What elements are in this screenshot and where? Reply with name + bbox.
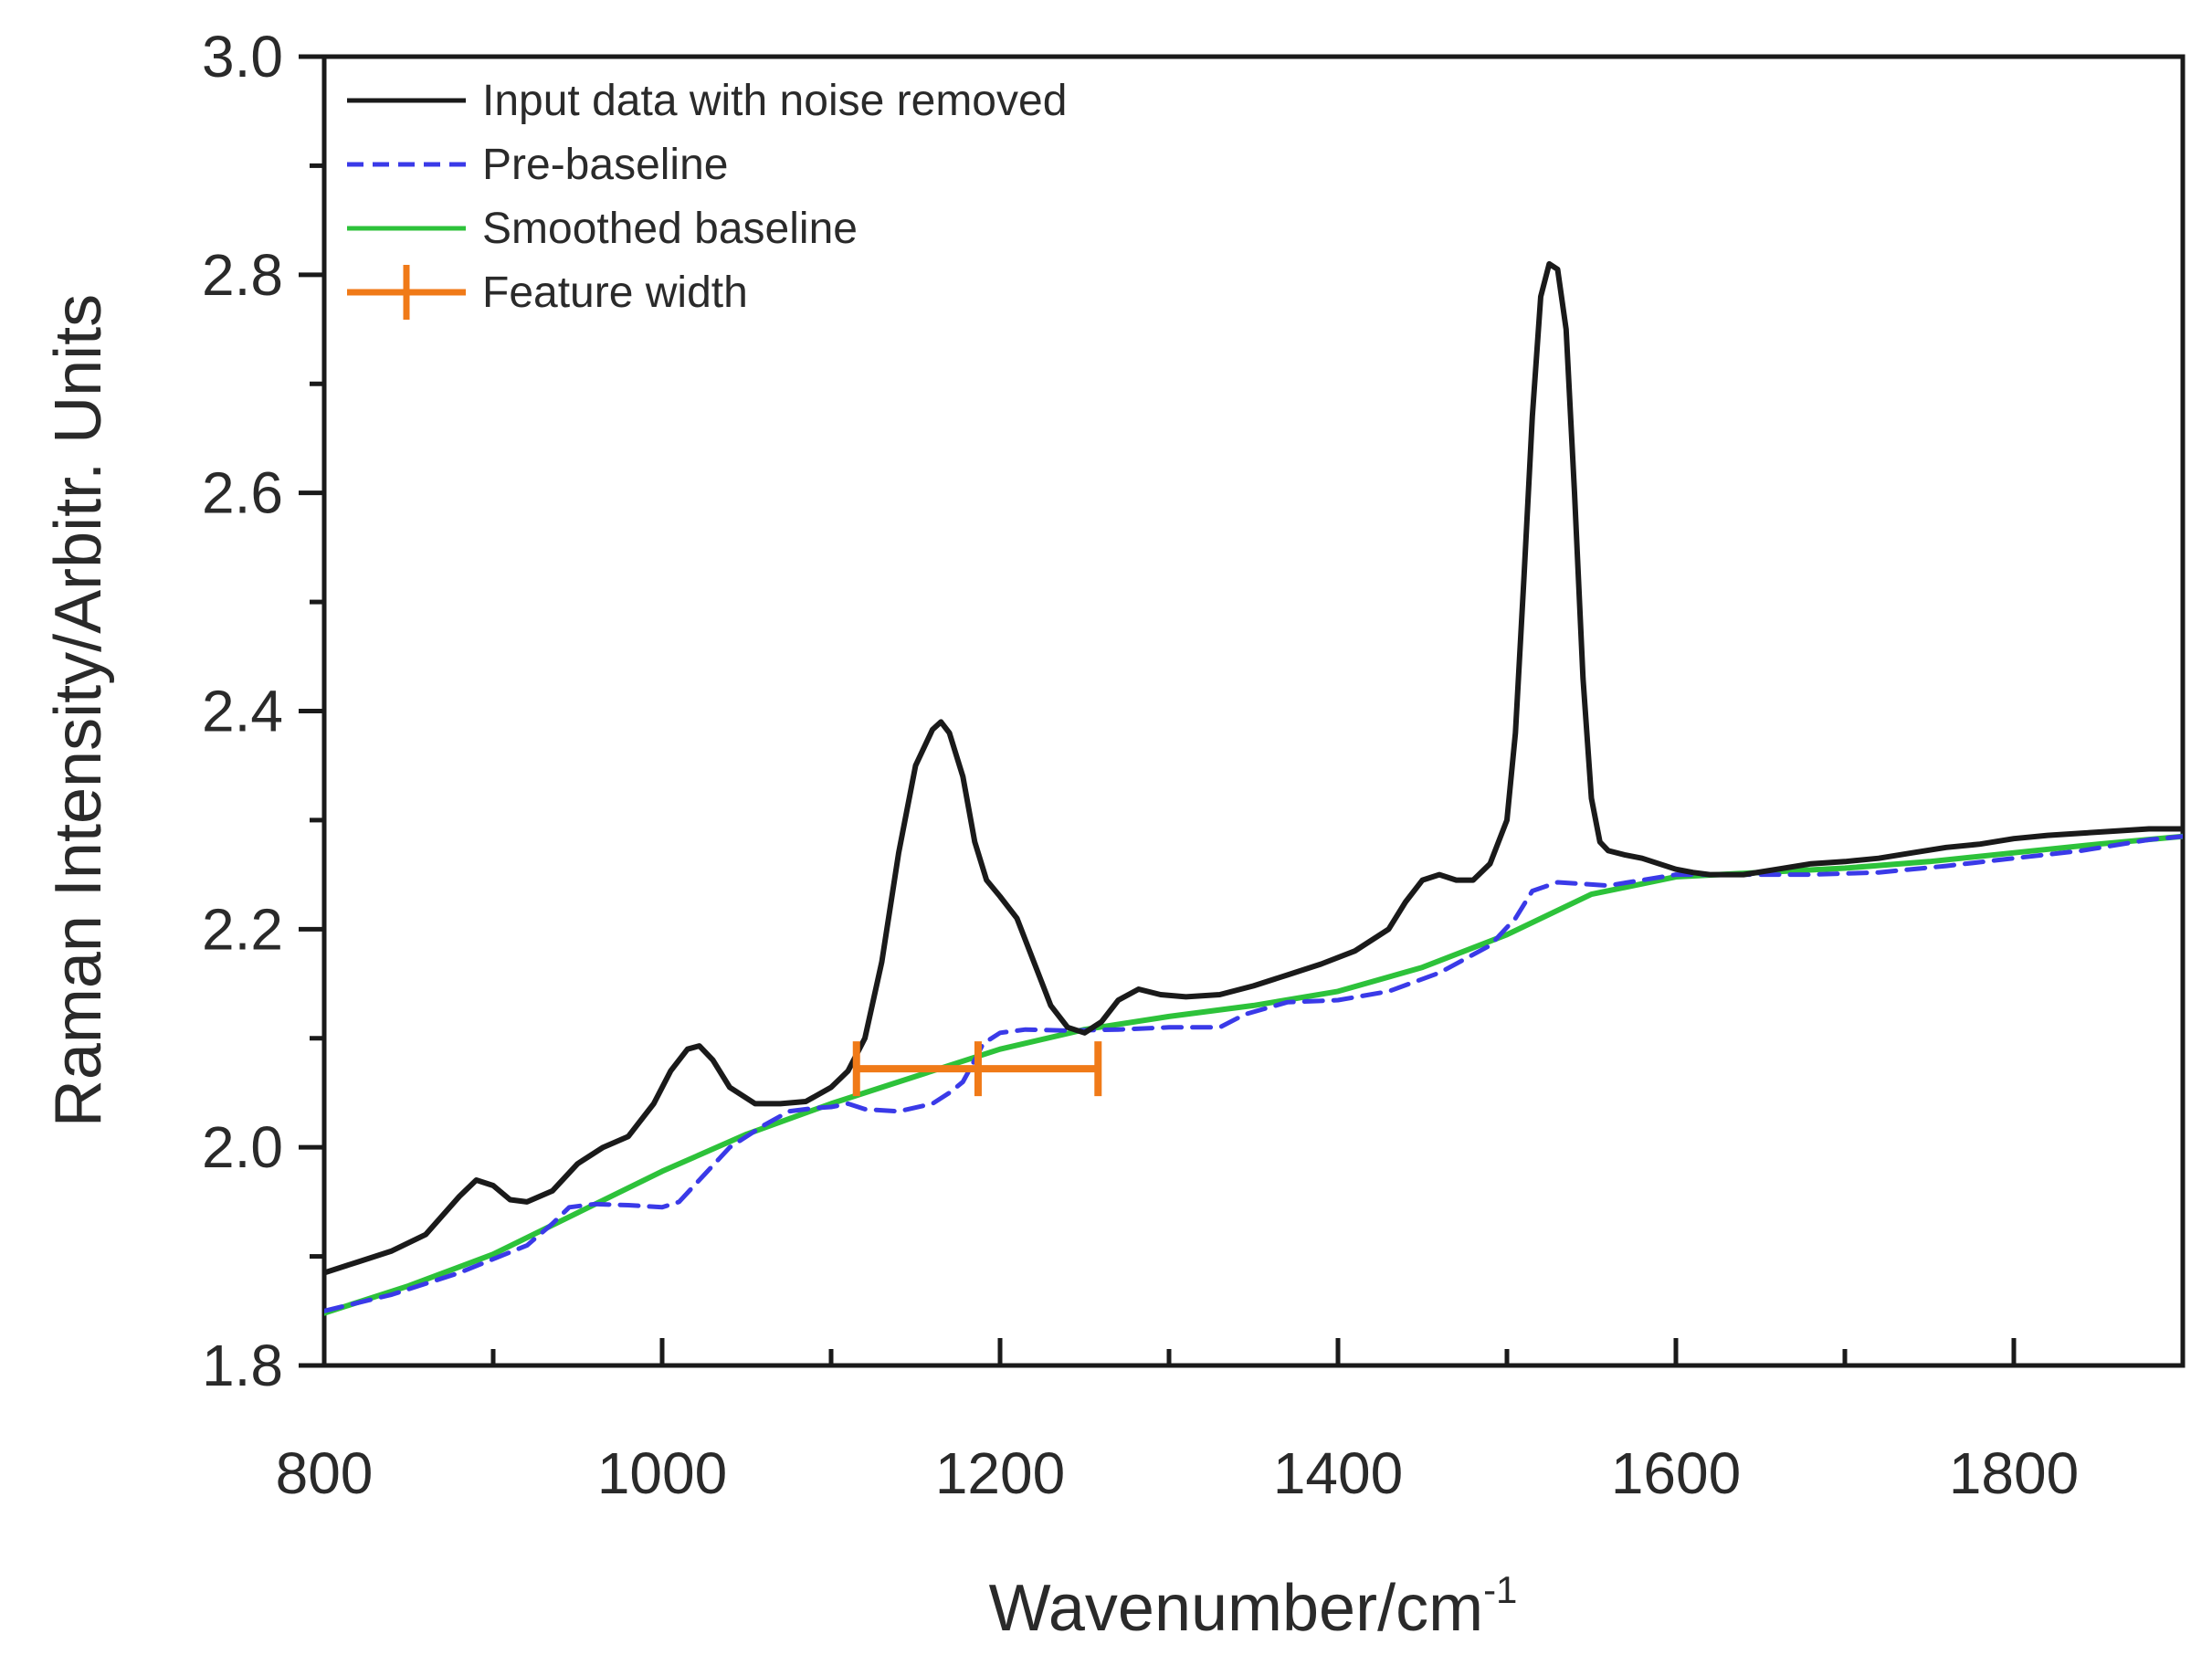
y-tick-label: 2.0 — [202, 1114, 283, 1180]
legend-label-pre-baseline: Pre-baseline — [482, 141, 728, 189]
x-tick-label: 800 — [276, 1440, 374, 1506]
x-tick-label: 1600 — [1611, 1440, 1741, 1506]
x-tick-label: 1200 — [935, 1440, 1065, 1506]
y-tick-label: 2.4 — [202, 679, 283, 744]
y-tick-label: 1.8 — [202, 1333, 283, 1398]
y-axis: 1.8 2.0 2.2 2.4 2.6 2.8 3.0 — [202, 24, 324, 1398]
legend-label-input-data: Input data with noise removed — [482, 77, 1067, 125]
series-line-pre-baseline — [324, 834, 2183, 1313]
series-line-smoothed-baseline — [324, 833, 2183, 1316]
legend-label-smoothed-baseline: Smoothed baseline — [482, 205, 858, 253]
y-tick-label: 2.2 — [202, 896, 283, 962]
legend: Input data with noise removed Pre-baseli… — [347, 77, 1067, 320]
x-axis-label-exponent: -1 — [1483, 1568, 1517, 1611]
legend-label-feature-width: Feature width — [482, 269, 748, 317]
x-tick-label: 1000 — [597, 1440, 727, 1506]
series-layer — [324, 260, 2183, 1316]
series-line-input-data — [324, 260, 2183, 1276]
y-tick-label: 2.8 — [202, 242, 283, 308]
y-axis-label: Raman Intensity/Arbitr. Units — [42, 294, 115, 1127]
x-tick-label: 1800 — [1949, 1440, 2079, 1506]
y-tick-label: 2.6 — [202, 460, 283, 526]
x-axis: 800 1000 1200 1400 1600 1800 — [276, 1338, 2079, 1506]
x-axis-label-text: Wavenumber/cm — [989, 1572, 1483, 1645]
feature-width-marker — [852, 1041, 1102, 1097]
x-tick-label: 1400 — [1273, 1440, 1403, 1506]
x-axis-label: Wavenumber/cm-1 — [989, 1568, 1518, 1645]
y-tick-label: 3.0 — [202, 24, 283, 90]
